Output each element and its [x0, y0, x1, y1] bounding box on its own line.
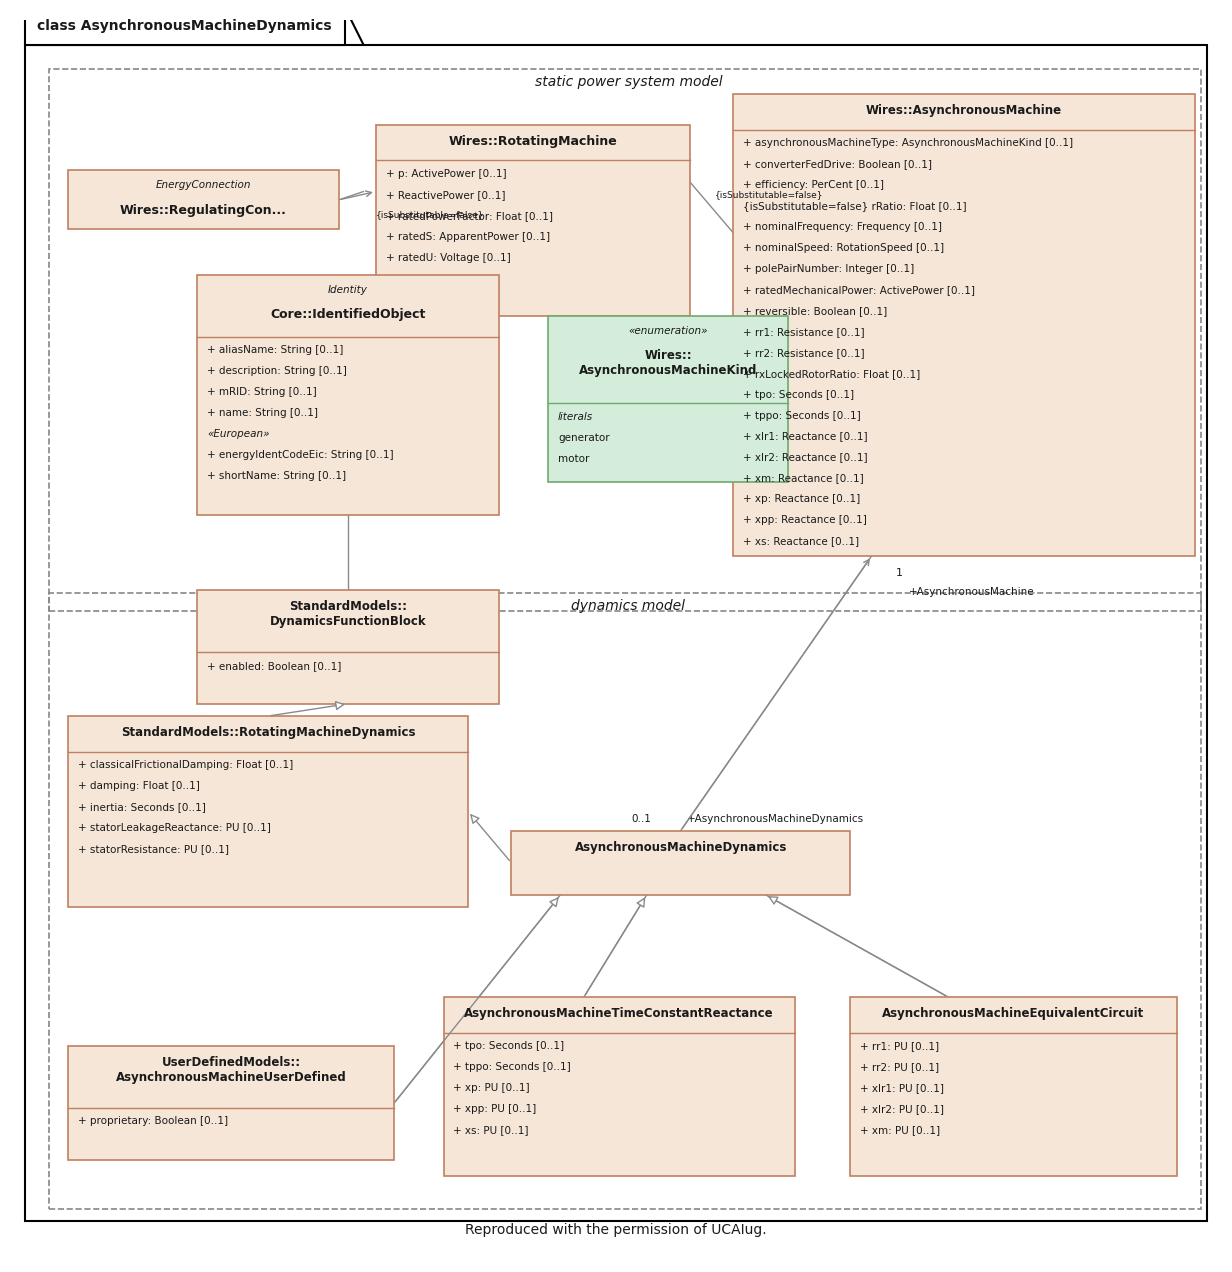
Text: + tppo: Seconds [0..1]: + tppo: Seconds [0..1] — [453, 1062, 572, 1072]
Text: {isSubstitutable=false} rRatio: Float [0..1]: {isSubstitutable=false} rRatio: Float [0… — [743, 201, 967, 211]
Text: + nominalSpeed: RotationSpeed [0..1]: + nominalSpeed: RotationSpeed [0..1] — [743, 243, 944, 253]
Text: literals: literals — [558, 412, 594, 422]
FancyBboxPatch shape — [25, 8, 345, 45]
Text: Reproduced with the permission of UCAIug.: Reproduced with the permission of UCAIug… — [466, 1224, 766, 1238]
Text: {isSubstitutable=false}: {isSubstitutable=false} — [715, 191, 823, 200]
Text: StandardModels::RotatingMachineDynamics: StandardModels::RotatingMachineDynamics — [121, 726, 415, 739]
Text: + xlr1: Reactance [0..1]: + xlr1: Reactance [0..1] — [743, 431, 867, 441]
Text: + tpo: Seconds [0..1]: + tpo: Seconds [0..1] — [743, 389, 854, 399]
Bar — [511, 831, 850, 894]
Text: + polePairNumber: Integer [0..1]: + polePairNumber: Integer [0..1] — [743, 263, 914, 273]
Text: Wires::RegulatingCon...: Wires::RegulatingCon... — [120, 204, 287, 216]
Text: + reversible: Boolean [0..1]: + reversible: Boolean [0..1] — [743, 305, 887, 315]
Text: AsynchronousMachineDynamics: AsynchronousMachineDynamics — [574, 841, 787, 854]
Text: + shortName: String [0..1]: + shortName: String [0..1] — [207, 471, 346, 481]
Text: «European»: «European» — [207, 429, 270, 439]
Text: + aliasName: String [0..1]: + aliasName: String [0..1] — [207, 345, 344, 355]
Text: + rxLockedRotorRatio: Float [0..1]: + rxLockedRotorRatio: Float [0..1] — [743, 369, 920, 379]
Text: + xm: Reactance [0..1]: + xm: Reactance [0..1] — [743, 473, 864, 483]
Text: + statorResistance: PU [0..1]: + statorResistance: PU [0..1] — [78, 845, 229, 855]
Text: + asynchronousMachineType: AsynchronousMachineKind [0..1]: + asynchronousMachineType: AsynchronousM… — [743, 139, 1073, 149]
Text: + ReactivePower [0..1]: + ReactivePower [0..1] — [386, 190, 505, 200]
Text: + xp: Reactance [0..1]: + xp: Reactance [0..1] — [743, 495, 860, 504]
Text: + ratedPowerFactor: Float [0..1]: + ratedPowerFactor: Float [0..1] — [386, 211, 553, 221]
Text: + rr2: Resistance [0..1]: + rr2: Resistance [0..1] — [743, 347, 865, 357]
Bar — [197, 590, 499, 703]
FancyBboxPatch shape — [25, 45, 1207, 1221]
Text: generator: generator — [558, 432, 610, 443]
Text: + rr2: PU [0..1]: + rr2: PU [0..1] — [860, 1062, 939, 1072]
Text: {isSubstitutable=false}: {isSubstitutable=false} — [376, 210, 484, 219]
Text: + converterFedDrive: Boolean [0..1]: + converterFedDrive: Boolean [0..1] — [743, 159, 931, 169]
Text: + tpo: Seconds [0..1]: + tpo: Seconds [0..1] — [453, 1042, 564, 1052]
Text: + ratedU: Voltage [0..1]: + ratedU: Voltage [0..1] — [386, 253, 510, 263]
Text: dynamics model: dynamics model — [572, 599, 685, 613]
Text: Wires::AsynchronousMachine: Wires::AsynchronousMachine — [866, 104, 1062, 117]
Text: + xp: PU [0..1]: + xp: PU [0..1] — [453, 1084, 530, 1093]
Bar — [444, 997, 795, 1175]
Text: + statorLeakageReactance: PU [0..1]: + statorLeakageReactance: PU [0..1] — [78, 823, 271, 833]
Text: + damping: Float [0..1]: + damping: Float [0..1] — [78, 781, 200, 791]
Bar — [197, 275, 499, 515]
Text: + classicalFrictionalDamping: Float [0..1]: + classicalFrictionalDamping: Float [0..… — [78, 761, 293, 771]
Text: +AsynchronousMachineDynamics: +AsynchronousMachineDynamics — [687, 814, 864, 824]
Bar — [68, 1047, 394, 1160]
Text: + xpp: Reactance [0..1]: + xpp: Reactance [0..1] — [743, 515, 867, 525]
Text: + energyIdentCodeEic: String [0..1]: + energyIdentCodeEic: String [0..1] — [207, 450, 393, 460]
Text: + ratedMechanicalPower: ActivePower [0..1]: + ratedMechanicalPower: ActivePower [0..… — [743, 285, 975, 295]
Text: + description: String [0..1]: + description: String [0..1] — [207, 366, 347, 377]
Text: EnergyConnection: EnergyConnection — [155, 181, 251, 190]
Text: + name: String [0..1]: + name: String [0..1] — [207, 408, 318, 418]
Text: + tppo: Seconds [0..1]: + tppo: Seconds [0..1] — [743, 411, 861, 421]
Text: + inertia: Seconds [0..1]: + inertia: Seconds [0..1] — [78, 803, 206, 813]
Text: +AsynchronousMachine: +AsynchronousMachine — [909, 586, 1034, 597]
Text: + p: ActivePower [0..1]: + p: ActivePower [0..1] — [386, 169, 506, 179]
Text: + xm: PU [0..1]: + xm: PU [0..1] — [860, 1126, 940, 1135]
Bar — [733, 94, 1195, 556]
Text: «enumeration»: «enumeration» — [628, 326, 708, 336]
Text: StandardModels::
DynamicsFunctionBlock: StandardModels:: DynamicsFunctionBlock — [270, 600, 426, 628]
Text: + xlr2: PU [0..1]: + xlr2: PU [0..1] — [860, 1104, 944, 1114]
Bar — [68, 716, 468, 907]
Text: + efficiency: PerCent [0..1]: + efficiency: PerCent [0..1] — [743, 181, 883, 190]
Text: + rr1: Resistance [0..1]: + rr1: Resistance [0..1] — [743, 327, 865, 337]
Text: + proprietary: Boolean [0..1]: + proprietary: Boolean [0..1] — [78, 1117, 228, 1127]
Text: + enabled: Boolean [0..1]: + enabled: Boolean [0..1] — [207, 660, 341, 670]
Text: + xpp: PU [0..1]: + xpp: PU [0..1] — [453, 1104, 537, 1114]
Text: + xs: Reactance [0..1]: + xs: Reactance [0..1] — [743, 537, 859, 546]
Text: + xlr2: Reactance [0..1]: + xlr2: Reactance [0..1] — [743, 453, 867, 463]
Text: Identity: Identity — [328, 285, 368, 295]
Text: Wires::RotatingMachine: Wires::RotatingMachine — [448, 135, 617, 148]
Text: 0..1: 0..1 — [632, 814, 652, 824]
Text: Core::IdentifiedObject: Core::IdentifiedObject — [270, 308, 426, 322]
Bar — [548, 315, 788, 482]
Bar — [850, 997, 1177, 1175]
Text: + mRID: String [0..1]: + mRID: String [0..1] — [207, 387, 317, 397]
Text: static power system model: static power system model — [535, 75, 722, 89]
Text: UserDefinedModels::
AsynchronousMachineUserDefined: UserDefinedModels:: AsynchronousMachineU… — [116, 1056, 346, 1084]
Text: motor: motor — [558, 454, 589, 464]
Text: class AsynchronousMachineDynamics: class AsynchronousMachineDynamics — [37, 19, 331, 33]
Bar — [68, 170, 339, 229]
Text: 1: 1 — [897, 569, 903, 579]
Text: AsynchronousMachineTimeConstantReactance: AsynchronousMachineTimeConstantReactance — [464, 1007, 774, 1020]
Text: + ratedS: ApparentPower [0..1]: + ratedS: ApparentPower [0..1] — [386, 232, 549, 242]
Text: + xs: PU [0..1]: + xs: PU [0..1] — [453, 1126, 529, 1135]
Text: AsynchronousMachineEquivalentCircuit: AsynchronousMachineEquivalentCircuit — [882, 1007, 1145, 1020]
Text: + rr1: PU [0..1]: + rr1: PU [0..1] — [860, 1042, 939, 1052]
Text: + nominalFrequency: Frequency [0..1]: + nominalFrequency: Frequency [0..1] — [743, 223, 942, 232]
Text: Wires::
AsynchronousMachineKind: Wires:: AsynchronousMachineKind — [579, 349, 758, 377]
Text: + xlr1: PU [0..1]: + xlr1: PU [0..1] — [860, 1084, 944, 1093]
Bar — [376, 125, 690, 315]
